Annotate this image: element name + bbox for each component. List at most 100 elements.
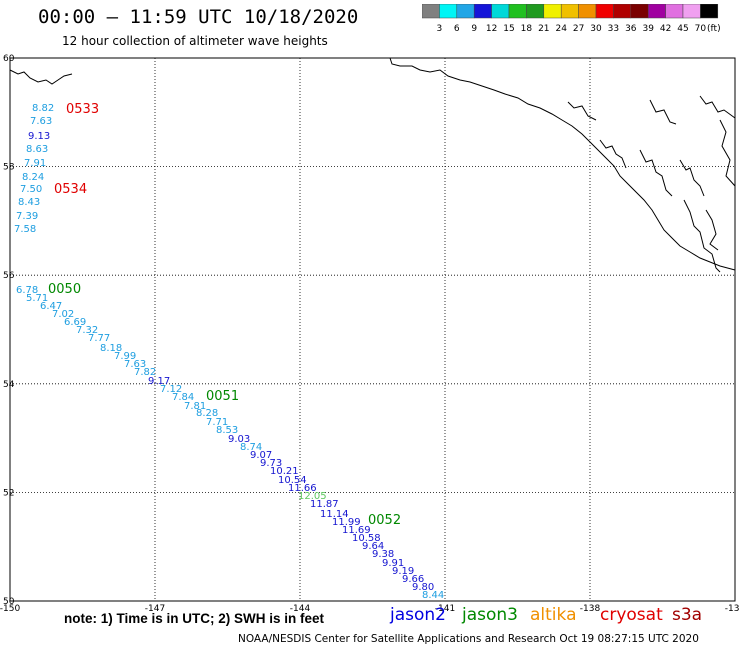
wave-height-value: 9.07	[250, 450, 272, 461]
coastline-outline	[639, 149, 673, 197]
pass-time-label: 0052	[368, 513, 401, 528]
wave-height-value: 7.81	[184, 401, 206, 412]
wave-height-value: 9.80	[412, 582, 434, 593]
pass-time-label: 0051	[206, 389, 239, 404]
coastline-outline	[719, 119, 736, 187]
scale-tick-label: 36	[625, 24, 637, 34]
wave-height-value: 7.50	[20, 184, 42, 195]
coastline-outline	[699, 95, 736, 119]
scale-tick-label: 9	[471, 24, 477, 34]
pass-time-label: 0534	[54, 182, 87, 197]
footer-note: note: 1) Time is in UTC; 2) SWH is in fe…	[64, 611, 325, 626]
scale-tick-label: 27	[573, 24, 584, 34]
wave-height-value: 9.38	[372, 549, 394, 560]
scale-tick-label: 70	[695, 24, 707, 34]
wave-height-value: 7.91	[24, 158, 46, 169]
map-frame	[9, 57, 736, 602]
wave-height-value: 11.66	[288, 483, 317, 494]
wave-height-value: 7.63	[124, 359, 146, 370]
credit-line: NOAA/NESDIS Center for Satellite Applica…	[238, 633, 699, 645]
scale-tick-label: 45	[677, 24, 688, 34]
scale-tick-label: 18	[521, 24, 533, 34]
wave-height-value: 6.78	[16, 285, 38, 296]
page-title: 00:00 – 11:59 UTC 10/18/2020	[38, 6, 359, 28]
scale-tick-label: 30	[590, 24, 602, 34]
wave-height-value: 8.24	[22, 172, 44, 183]
satellite-cryosat: cryosat	[600, 605, 663, 625]
wave-height-value: 10.21	[270, 466, 299, 477]
satellite-jason3: jason3	[462, 605, 518, 625]
coastline-outline	[389, 57, 736, 271]
latitude-label: 58	[3, 163, 15, 173]
wave-height-value: 8.82	[32, 103, 54, 114]
wave-height-value: 7.71	[206, 417, 228, 428]
latitude-label: 56	[3, 271, 15, 281]
wave-height-value: 5.71	[26, 293, 48, 304]
scale-tick-label: 39	[642, 24, 654, 34]
longitude-label: -141	[435, 604, 455, 614]
latitude-label: 54	[3, 380, 15, 390]
scale-tick-label: 33	[608, 24, 619, 34]
scale-unit-label: (ft)	[707, 24, 721, 34]
pass-time-label: 0533	[66, 102, 99, 117]
wave-height-value: 7.77	[88, 333, 110, 344]
coastline-outline	[683, 199, 721, 273]
scale-tick-label: 42	[660, 24, 671, 34]
scale-tick-label: 21	[538, 24, 549, 34]
scale-tick-label: 6	[454, 24, 460, 34]
wave-height-value: 7.32	[76, 325, 98, 336]
coastline-outline	[705, 209, 719, 251]
longitude-label: -135	[725, 604, 740, 614]
wave-height-value: 11.87	[310, 499, 339, 510]
latitude-label: 50	[3, 597, 15, 607]
wave-height-value: 7.82	[134, 367, 156, 378]
scale-tick-label: 15	[503, 24, 514, 34]
scale-tick-label: 24	[555, 24, 567, 34]
wave-height-value: 9.64	[362, 541, 384, 552]
wave-height-value: 8.63	[26, 144, 48, 155]
wave-height-value: 7.12	[160, 384, 182, 395]
wave-height-value: 7.63	[30, 116, 52, 127]
wave-height-value: 7.99	[114, 351, 136, 362]
coastline-outline	[679, 159, 705, 197]
wave-height-value: 9.91	[382, 558, 404, 569]
longitude-label: -147	[145, 604, 165, 614]
color-scale-legend: 3 6 9 12 15 18 21 24 27 30 33 36 39 42 45 70 (ft)	[422, 4, 721, 34]
wave-height-value: 9.03	[228, 434, 250, 445]
scale-tick-label: 12	[486, 24, 497, 34]
longitude-label: -144	[290, 604, 311, 614]
latitude-label: 60	[3, 54, 15, 64]
coastline-outline	[9, 69, 73, 85]
wave-height-value: 8.74	[240, 442, 262, 453]
pass-time-label: 0050	[48, 282, 81, 297]
longitude-label: -138	[580, 604, 601, 614]
page-subtitle: 12 hour collection of altimeter wave hei…	[62, 34, 328, 48]
longitude-label: -150	[0, 604, 20, 614]
wave-height-value: 11.69	[342, 525, 371, 536]
wave-height-value: 7.02	[52, 309, 74, 320]
satellite-altika: altika	[530, 605, 577, 625]
wave-height-value: 11.14	[320, 509, 349, 520]
wave-height-value: 8.43	[18, 197, 40, 208]
coastline-outline	[567, 101, 597, 121]
wave-height-value: 7.58	[14, 224, 36, 235]
wave-height-value: 10.58	[352, 533, 381, 544]
wave-height-value: 7.39	[16, 211, 38, 222]
wave-height-value: 8.18	[100, 343, 122, 354]
scale-tick-label: 3	[437, 24, 443, 34]
wave-height-value: 9.17	[148, 376, 170, 387]
scale-swatch	[700, 4, 719, 19]
wave-height-value: 9.73	[260, 458, 282, 469]
wave-height-value: 8.28	[196, 408, 218, 419]
wave-height-value: 9.19	[392, 566, 414, 577]
wave-height-value: 8.44	[422, 590, 444, 601]
latitude-label: 52	[3, 488, 14, 498]
wave-height-value: 6.47	[40, 301, 62, 312]
satellite-s3a: s3a	[672, 605, 703, 625]
coastline-outline	[599, 139, 627, 169]
wave-height-value: 7.84	[172, 392, 194, 403]
wave-height-value: 11.99	[332, 517, 361, 528]
coastline-outline	[649, 99, 677, 125]
wave-height-value: 9.13	[28, 131, 50, 142]
